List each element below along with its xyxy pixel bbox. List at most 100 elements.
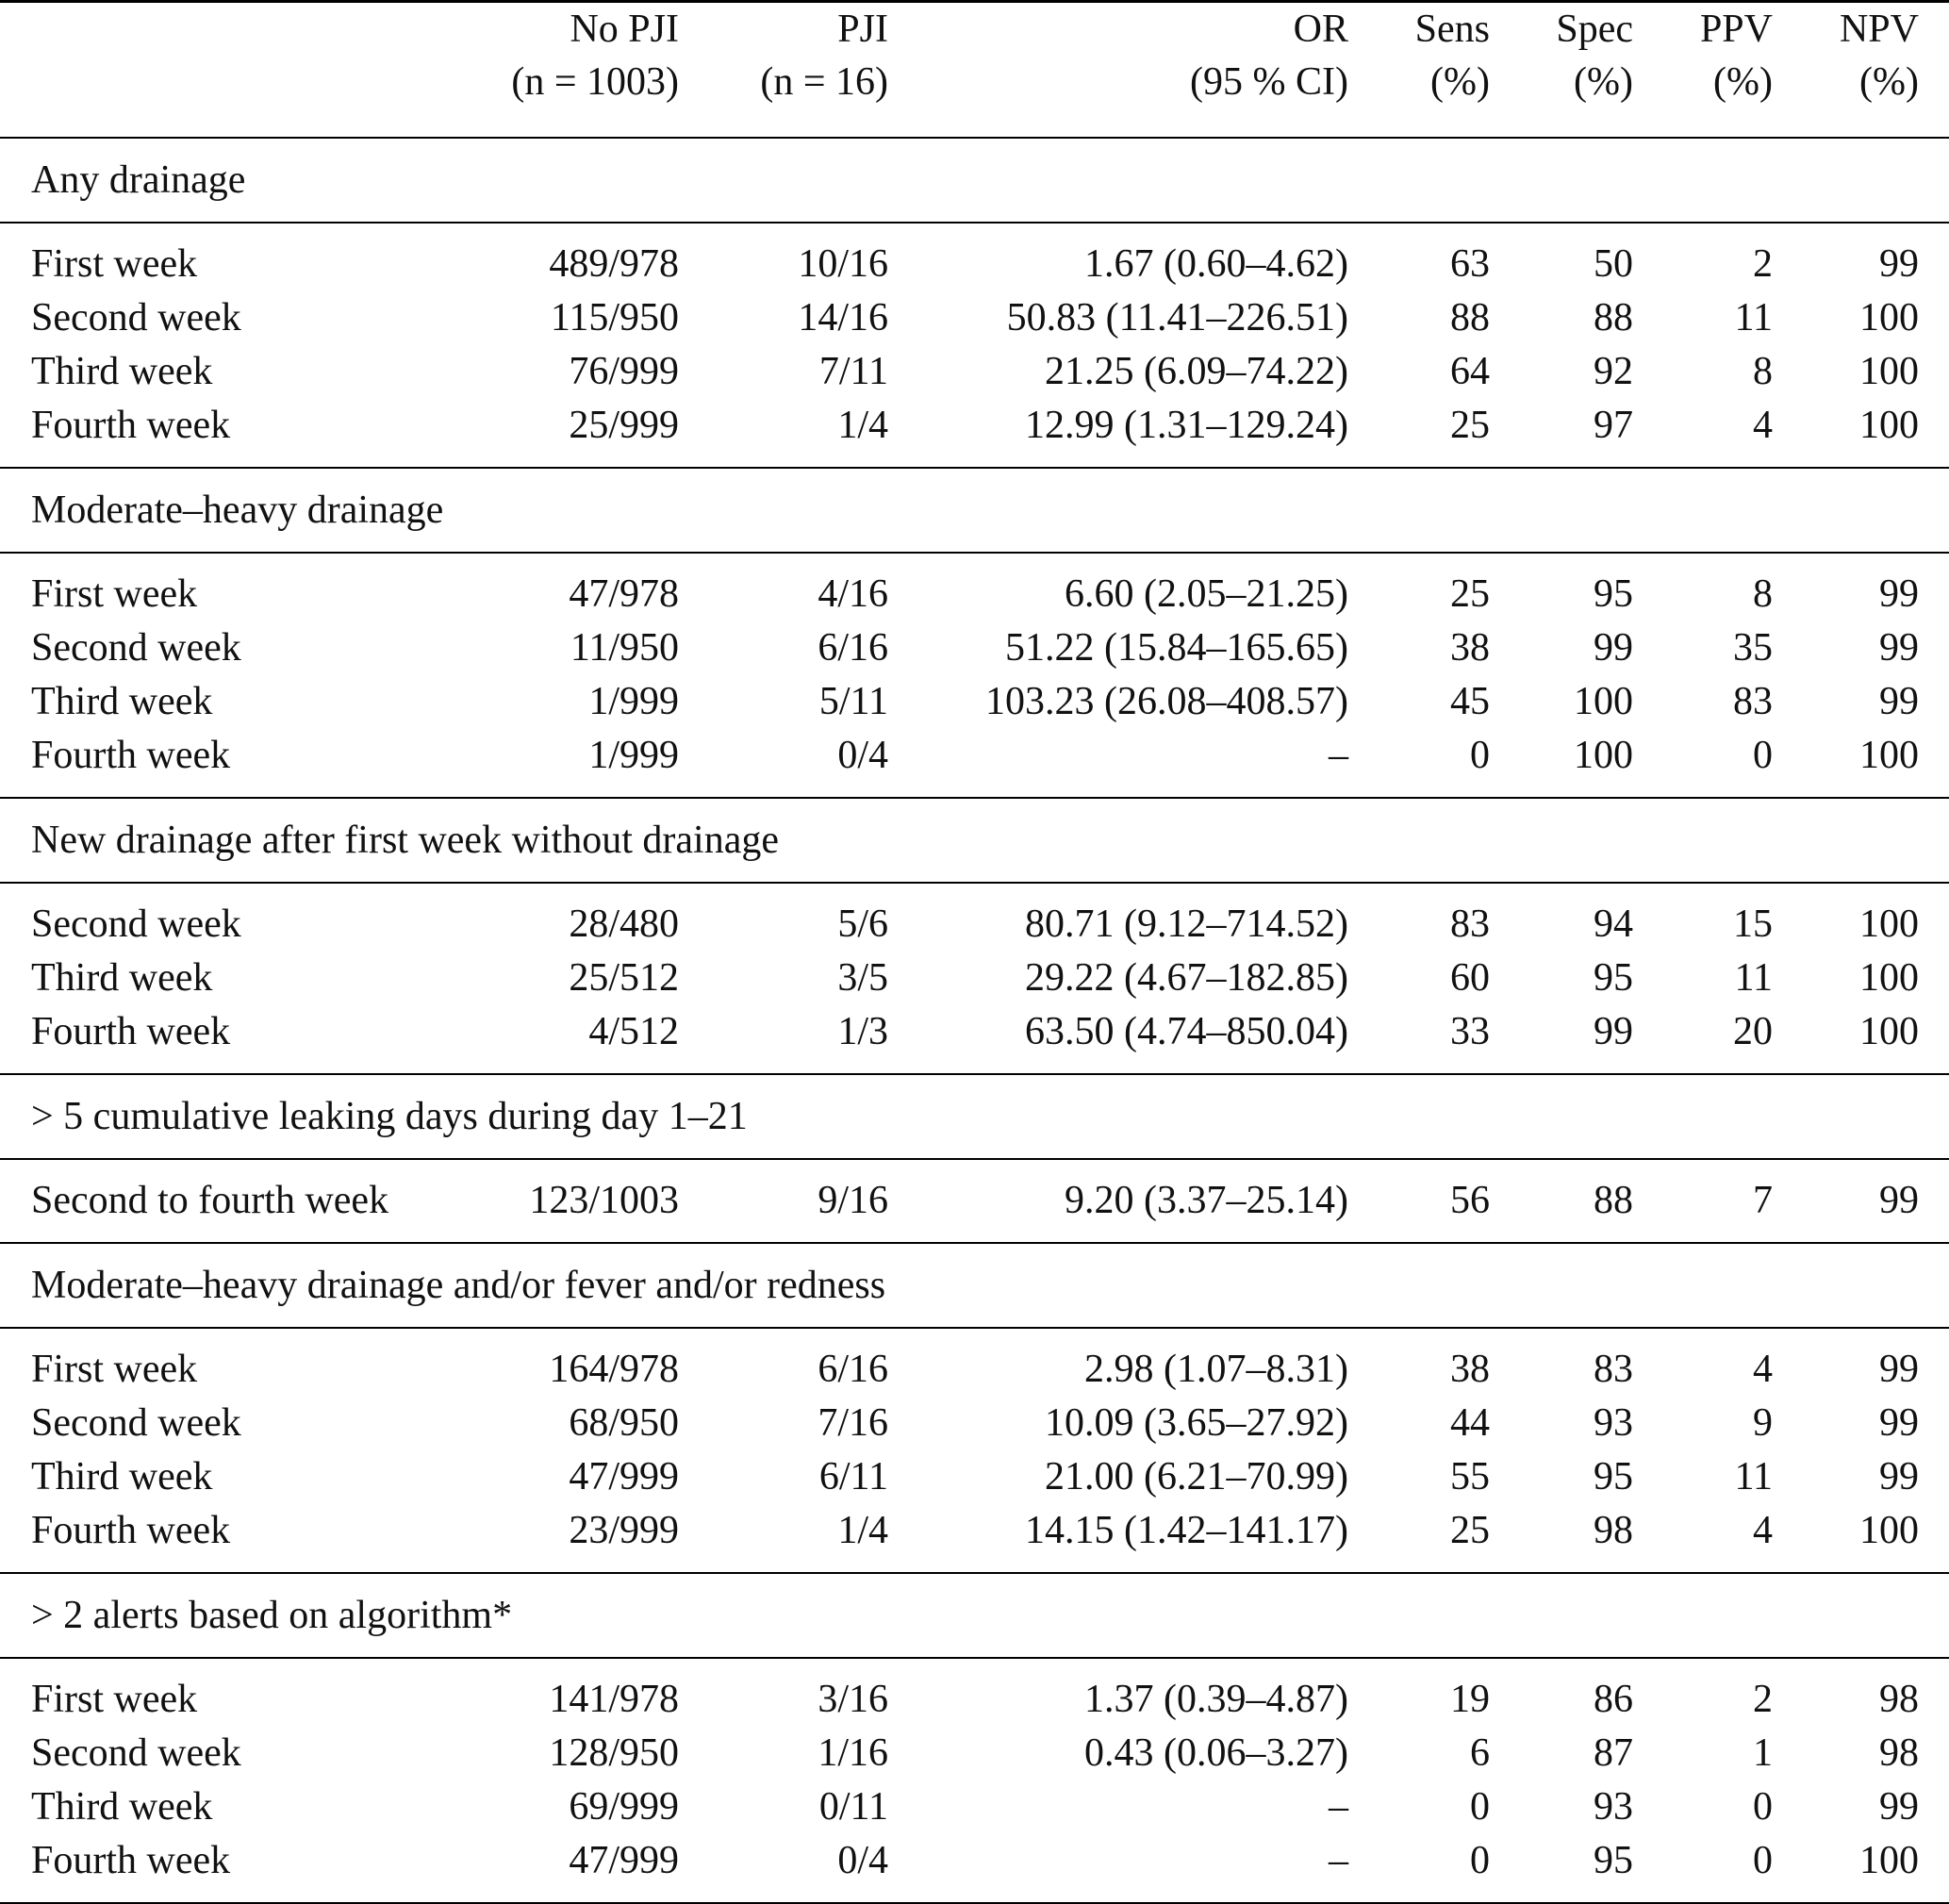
cell: 115/950 <box>550 296 679 339</box>
cell: 68/950 <box>569 1401 679 1445</box>
cell: 50 <box>1594 242 1633 286</box>
data-row: Fourth week 4/512 1/3 63.50 (4.74–850.04) 33… <box>0 1005 1949 1074</box>
cell: 21.25 (6.09–74.22) <box>1045 350 1348 393</box>
section-title: > 2 alerts based on algorithm* <box>0 1573 1949 1659</box>
cell: 12.99 (1.31–129.24) <box>1025 404 1348 447</box>
cell: 99 <box>1879 1455 1919 1498</box>
row-label: First week <box>31 572 198 616</box>
cell: 4 <box>1753 1348 1773 1391</box>
cell: 128/950 <box>549 1731 679 1775</box>
cell: 6/16 <box>818 626 888 670</box>
header-cell <box>0 56 443 138</box>
cell: 95 <box>1594 572 1633 616</box>
cell: 1 <box>1753 1731 1773 1775</box>
data-row: Third week 25/512 3/5 29.22 (4.67–182.85) 60… <box>0 952 1949 1005</box>
cell: 11 <box>1734 956 1773 1000</box>
cell: 100 <box>1859 1010 1919 1053</box>
cell: 29.22 (4.67–182.85) <box>1025 956 1348 1000</box>
cell: 88 <box>1450 296 1490 339</box>
cell: 0 <box>1753 734 1773 777</box>
cell: 21.00 (6.21–70.99) <box>1045 1455 1348 1498</box>
data-row: Third week 47/999 6/11 21.00 (6.21–70.99) 55… <box>0 1450 1949 1504</box>
cell: 0/11 <box>818 1785 888 1829</box>
header-cell <box>0 2 443 57</box>
column-title: OR <box>1293 8 1348 51</box>
cell: 64 <box>1450 350 1490 393</box>
cell: 33 <box>1450 1010 1490 1053</box>
cell: 7/16 <box>818 1401 888 1445</box>
cell: 8 <box>1753 572 1773 616</box>
cell: 4/512 <box>588 1010 679 1053</box>
cell: 50.83 (11.41–226.51) <box>1006 296 1348 339</box>
cell: 1.37 (0.39–4.87) <box>1084 1678 1348 1721</box>
cell: 123/1003 <box>529 1179 679 1222</box>
cell: 98 <box>1879 1678 1919 1721</box>
data-row: First week 141/978 3/16 1.37 (0.39–4.87) 19 8… <box>0 1658 1949 1727</box>
data-row: Second week 28/480 5/6 80.71 (9.12–714.52) 8… <box>0 883 1949 952</box>
table-section: > 5 cumulative leaking days during day 1… <box>0 1074 1949 1243</box>
data-row: First week 47/978 4/16 6.60 (2.05–21.25) 25 9… <box>0 553 1949 621</box>
row-label: Third week <box>31 350 213 393</box>
data-row: First week 489/978 10/16 1.67 (0.60–4.62) 63… <box>0 223 1949 291</box>
cell: 100 <box>1859 1839 1919 1882</box>
cell: 1/3 <box>837 1010 888 1053</box>
cell: 10/16 <box>798 242 888 286</box>
cell: 23/999 <box>569 1509 679 1552</box>
row-label: Second week <box>31 1401 241 1445</box>
cell: – <box>1329 1785 1348 1829</box>
column-subtitle: (%) <box>1859 60 1919 104</box>
cell: 51.22 (15.84–165.65) <box>1005 626 1348 670</box>
header-row: (n = 1003) (n = 16) (95 % CI) (%) (%) (%) (%) <box>0 56 1949 138</box>
section-row: > 5 cumulative leaking days during day 1… <box>0 1074 1949 1160</box>
cell: 4 <box>1753 404 1773 447</box>
section-row: Moderate–heavy drainage <box>0 468 1949 554</box>
cell: 5/11 <box>818 680 888 723</box>
cell: 63.50 (4.74–850.04) <box>1025 1010 1348 1053</box>
cell: 100 <box>1859 350 1919 393</box>
cell: 99 <box>1879 1401 1919 1445</box>
column-subtitle: (n = 1003) <box>511 60 679 104</box>
cell: 38 <box>1450 626 1490 670</box>
table-header: No PJI PJI OR Sens Spec PPV NPV (n = 1003) (n = … <box>0 1 1949 138</box>
cell: 100 <box>1859 404 1919 447</box>
column-subtitle: (%) <box>1430 60 1490 104</box>
section-title: New drainage after first week without dr… <box>0 798 1949 884</box>
cell: 14.15 (1.42–141.17) <box>1025 1509 1348 1552</box>
cell: 25 <box>1450 404 1490 447</box>
cell: 2 <box>1753 1678 1773 1721</box>
cell: 20 <box>1733 1010 1773 1053</box>
data-row: Fourth week 1/999 0/4 – 0 100 0 100 <box>0 729 1949 798</box>
cell: 141/978 <box>549 1678 679 1721</box>
cell: 93 <box>1594 1785 1633 1829</box>
section-row: Any drainage <box>0 138 1949 224</box>
column-title: Sens <box>1414 8 1490 51</box>
cell: 11 <box>1734 1455 1773 1498</box>
cell: 3/16 <box>818 1678 888 1721</box>
cell: 15 <box>1733 902 1773 946</box>
row-label: Fourth week <box>31 1839 231 1882</box>
cell: 0 <box>1470 734 1490 777</box>
table-section: > 2 alerts based on algorithm* First week… <box>0 1573 1949 1903</box>
cell: 100 <box>1859 902 1919 946</box>
row-label: Fourth week <box>31 1509 231 1552</box>
column-title: No PJI <box>570 8 679 51</box>
cell: 28/480 <box>569 902 679 946</box>
row-label: First week <box>31 242 198 286</box>
cell: 10.09 (3.65–27.92) <box>1045 1401 1348 1445</box>
cell: 95 <box>1594 1455 1633 1498</box>
row-label: Fourth week <box>31 734 231 777</box>
cell: 3/5 <box>837 956 888 1000</box>
cell: 25 <box>1450 572 1490 616</box>
cell: 69/999 <box>569 1785 679 1829</box>
cell: 0 <box>1470 1785 1490 1829</box>
section-title: Any drainage <box>0 138 1949 224</box>
cell: 14/16 <box>798 296 888 339</box>
cell: 88 <box>1594 296 1633 339</box>
cell: 100 <box>1859 1509 1919 1552</box>
cell: 1/16 <box>818 1731 888 1775</box>
cell: 11 <box>1734 296 1773 339</box>
cell: 38 <box>1450 1348 1490 1391</box>
cell: 99 <box>1879 572 1919 616</box>
cell: 6 <box>1470 1731 1490 1775</box>
